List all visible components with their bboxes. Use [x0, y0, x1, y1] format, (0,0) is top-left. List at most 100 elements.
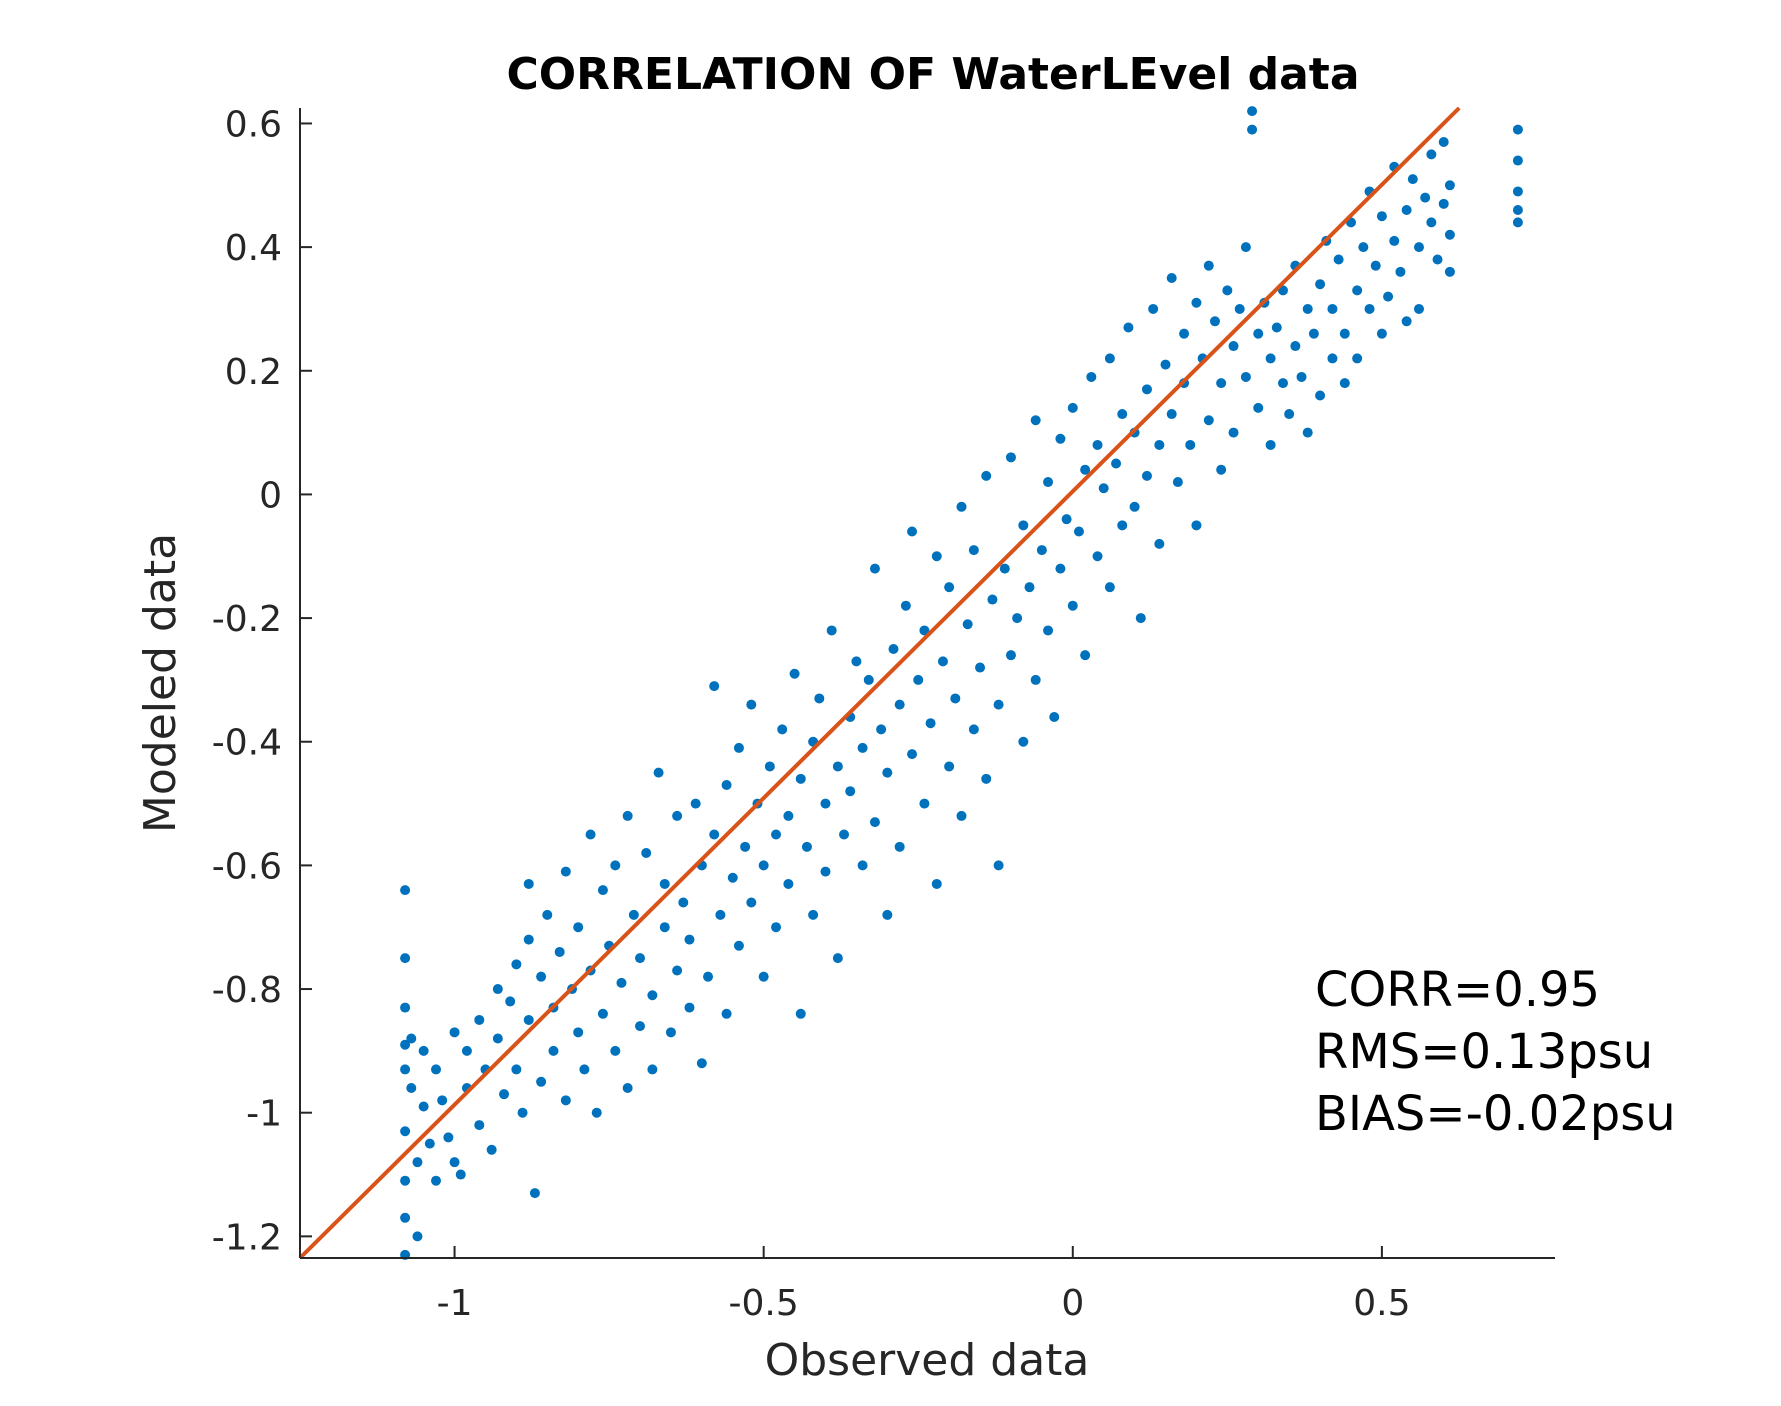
data-point	[1284, 409, 1295, 420]
data-point	[641, 848, 652, 859]
data-point	[820, 798, 831, 809]
data-point	[400, 1002, 411, 1013]
data-point	[1166, 409, 1177, 420]
data-point	[1407, 174, 1418, 185]
data-point	[1438, 198, 1449, 209]
data-point	[1067, 402, 1078, 413]
data-point	[1352, 285, 1363, 296]
data-point	[1141, 384, 1152, 395]
data-point	[437, 1095, 448, 1106]
data-point	[560, 866, 571, 877]
y-axis-label: Modeled data	[135, 533, 186, 833]
data-point	[968, 545, 979, 556]
data-point	[597, 885, 608, 896]
data-point	[795, 1008, 806, 1019]
data-point	[721, 780, 732, 791]
data-point	[913, 674, 924, 685]
data-point	[919, 625, 930, 636]
data-point	[400, 1064, 411, 1075]
data-point	[511, 1064, 522, 1075]
data-point	[560, 1095, 571, 1106]
data-point	[1228, 341, 1239, 352]
data-point	[542, 909, 553, 920]
data-point	[746, 897, 757, 908]
data-point	[1067, 600, 1078, 611]
data-point	[820, 866, 831, 877]
data-point	[449, 1157, 460, 1168]
data-point	[400, 1039, 411, 1050]
data-point	[647, 990, 658, 1001]
y-tick-label: -0.4	[212, 723, 282, 764]
data-point	[1512, 155, 1523, 166]
data-point	[789, 668, 800, 679]
data-point	[412, 1231, 423, 1242]
data-point	[400, 1175, 411, 1186]
data-point	[1383, 291, 1394, 302]
x-tick-label: 0	[1061, 1283, 1084, 1324]
data-point	[944, 582, 955, 593]
data-point	[869, 817, 880, 828]
data-point	[931, 551, 942, 562]
data-point	[925, 718, 936, 729]
data-point	[733, 940, 744, 951]
data-point	[907, 526, 918, 537]
data-point	[1302, 303, 1313, 314]
data-point	[709, 681, 720, 692]
data-point	[1222, 285, 1233, 296]
data-point	[931, 878, 942, 889]
data-point	[962, 619, 973, 630]
data-point	[548, 1045, 559, 1056]
data-point	[610, 860, 621, 871]
data-point	[1005, 650, 1016, 661]
data-point	[1043, 625, 1054, 636]
data-point	[1253, 402, 1264, 413]
data-point	[1376, 328, 1387, 339]
data-point	[832, 953, 843, 964]
data-point	[1098, 483, 1109, 494]
data-point	[585, 829, 596, 840]
data-point	[424, 1138, 435, 1149]
data-point	[573, 922, 584, 933]
y-ticks: 0.6 0.4 0.2 0 -0.2 -0.4 -0.6 -0.8 -1 -1.2	[212, 104, 312, 1258]
data-point	[1271, 322, 1282, 333]
data-point	[659, 878, 670, 889]
data-point	[492, 984, 503, 995]
data-point	[1358, 242, 1369, 253]
data-point	[1092, 439, 1103, 450]
data-point	[523, 878, 534, 889]
fit-line	[298, 106, 1461, 1260]
data-point	[981, 470, 992, 481]
data-point	[1420, 192, 1431, 203]
data-point	[1092, 551, 1103, 562]
y-tick-label: 0.6	[225, 104, 282, 145]
data-point	[1333, 254, 1344, 265]
data-point	[1129, 501, 1140, 512]
data-point	[684, 1002, 695, 1013]
data-point	[536, 1076, 547, 1087]
data-point	[727, 872, 738, 883]
data-point	[1191, 297, 1202, 308]
stats-annotation: CORR=0.95 RMS=0.13psu BIAS=-0.02psu	[1315, 962, 1676, 1142]
data-point	[1413, 303, 1424, 314]
data-point	[721, 1008, 732, 1019]
data-point	[1141, 470, 1152, 481]
data-point	[801, 841, 812, 852]
data-point	[1265, 439, 1276, 450]
data-point	[1018, 520, 1029, 531]
data-point	[993, 860, 1004, 871]
data-point	[1216, 378, 1227, 389]
data-point	[672, 810, 683, 821]
data-point	[1154, 538, 1165, 549]
data-point	[956, 501, 967, 512]
data-point	[1315, 390, 1326, 401]
data-point	[1327, 303, 1338, 314]
y-tick-label: 0.2	[225, 352, 282, 393]
data-point	[1512, 205, 1523, 216]
chart-title: CORRELATION OF WaterLEvel data	[506, 49, 1359, 100]
data-point	[573, 1027, 584, 1038]
data-point	[999, 563, 1010, 574]
data-point	[968, 724, 979, 735]
data-point	[1104, 582, 1115, 593]
data-point	[1203, 260, 1214, 271]
